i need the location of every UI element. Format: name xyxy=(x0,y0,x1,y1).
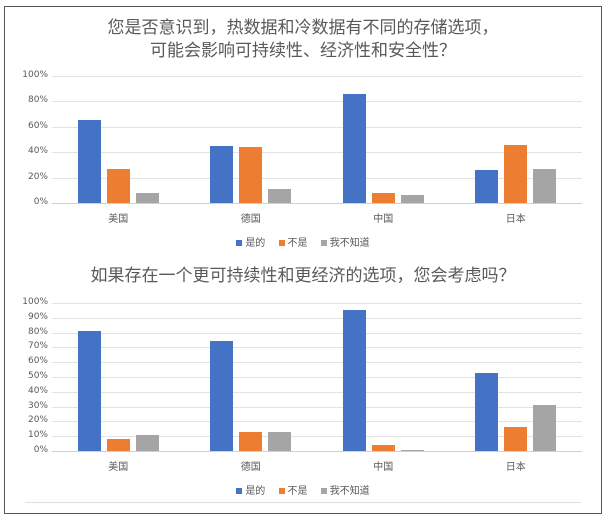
bar xyxy=(106,439,130,451)
y-tick-label: 100% xyxy=(22,297,48,307)
bar xyxy=(533,168,557,203)
y-tick-label: 70% xyxy=(27,341,48,352)
y-tick-label: 10% xyxy=(27,430,48,441)
legend-label: 是的 xyxy=(245,238,266,249)
x-category-label: 中国 xyxy=(373,462,394,473)
gridline xyxy=(52,101,582,103)
bar xyxy=(77,120,101,203)
y-tick-label: 90% xyxy=(27,311,48,322)
legend-label: 我不知道 xyxy=(329,486,370,497)
gridline xyxy=(52,303,582,304)
legend: 是的 不是 我不知道 xyxy=(5,482,601,497)
gridline xyxy=(52,406,582,408)
gridline xyxy=(52,76,582,77)
gridline xyxy=(52,152,582,154)
x-category-label: 日本 xyxy=(505,214,526,225)
y-tick-label: 50% xyxy=(27,371,48,381)
gridline xyxy=(52,203,582,204)
gridline xyxy=(52,436,582,438)
gridline xyxy=(52,177,582,179)
bar xyxy=(210,145,234,203)
x-category-label: 日本 xyxy=(505,462,526,473)
plot-area: 0% 20% 40% 60% 80% 100% 美国 德国 中国 日本 xyxy=(22,70,582,225)
chart-title: 如果存在一个更可持续性和更经济的选项，您会考虑吗？ xyxy=(5,265,601,288)
bottom-divider xyxy=(25,502,581,503)
x-category-label: 美国 xyxy=(108,214,129,225)
y-tick-label: 60% xyxy=(27,120,48,131)
gridline xyxy=(52,421,582,423)
bar xyxy=(371,445,395,451)
chart-title-line: 您是否意识到，热数据和冷数据有不同的存储选项， xyxy=(107,18,499,38)
legend-swatch-icon xyxy=(278,488,285,494)
bar xyxy=(268,431,292,451)
bar xyxy=(504,427,528,451)
gridline xyxy=(52,347,582,349)
bar xyxy=(210,341,234,451)
chart-consideration: 如果存在一个更可持续性和更经济的选项，您会考虑吗？ 0% 10% 20% 30% 40%… xyxy=(5,257,601,515)
legend-label: 我不知道 xyxy=(329,238,370,249)
legend-label: 不是 xyxy=(287,486,308,497)
bar xyxy=(239,431,263,451)
bar xyxy=(475,372,499,451)
x-category-label: 美国 xyxy=(108,462,129,473)
legend-item-dont-know: 我不知道 xyxy=(320,234,370,249)
x-category-label: 中国 xyxy=(373,214,394,225)
gridline xyxy=(52,332,582,334)
bar xyxy=(400,195,424,203)
x-category-label: 德国 xyxy=(240,214,261,225)
bar xyxy=(342,310,366,451)
bar xyxy=(135,434,159,451)
bar xyxy=(504,144,528,203)
plot-area: 0% 10% 20% 30% 40% 50% 60% 70% 80% 90% 100% 美国 德国 中国 日… xyxy=(22,297,582,473)
bar xyxy=(135,192,159,203)
y-tick-label: 20% xyxy=(27,171,48,182)
y-tick-label: 100% xyxy=(22,70,48,80)
legend-item-dont-know: 我不知道 xyxy=(320,482,370,497)
chart-title-line: 如果存在一个更可持续性和更经济的选项，您会考虑吗？ xyxy=(90,266,516,286)
x-category-label: 德国 xyxy=(240,462,261,473)
legend-swatch-icon xyxy=(236,488,243,494)
chart-title-line: 可能会影响可持续性、经济性和安全性？ xyxy=(150,41,456,61)
gridline xyxy=(52,362,582,364)
legend-item-no: 不是 xyxy=(278,482,308,497)
bar xyxy=(371,192,395,203)
bar xyxy=(533,405,557,451)
legend-item-yes: 是的 xyxy=(236,482,265,497)
y-tick-label: 20% xyxy=(27,415,48,426)
legend-label: 不是 xyxy=(287,238,308,249)
y-tick-label: 60% xyxy=(27,356,48,367)
y-tick-label: 80% xyxy=(27,95,48,106)
legend-swatch-icon xyxy=(278,240,285,246)
gridline xyxy=(52,451,582,452)
gridline xyxy=(52,377,582,378)
bar xyxy=(475,169,499,203)
figure-frame: 您是否意识到，热数据和冷数据有不同的存储选项， 可能会影响可持续性、经济性和安全… xyxy=(4,6,602,514)
legend-label: 是的 xyxy=(245,486,266,497)
y-tick-label: 0% xyxy=(33,197,48,207)
bar xyxy=(400,449,424,451)
legend: 是的 不是 我不知道 xyxy=(5,234,601,249)
gridline xyxy=(52,317,582,319)
y-tick-label: 40% xyxy=(27,146,48,157)
y-tick-label: 80% xyxy=(27,326,48,337)
legend-swatch-icon xyxy=(320,488,327,494)
gridline xyxy=(52,126,582,128)
legend-swatch-icon xyxy=(320,240,327,246)
chart-awareness: 您是否意识到，热数据和冷数据有不同的存储选项， 可能会影响可持续性、经济性和安全… xyxy=(5,7,601,257)
legend-swatch-icon xyxy=(236,240,243,246)
legend-item-no: 不是 xyxy=(278,234,308,249)
y-tick-label: 0% xyxy=(33,445,48,455)
gridline xyxy=(52,391,582,393)
bar xyxy=(342,93,366,203)
bar xyxy=(268,189,292,203)
y-tick-label: 40% xyxy=(27,385,48,396)
bar xyxy=(106,168,130,203)
legend-item-yes: 是的 xyxy=(236,234,265,249)
bar xyxy=(77,331,101,451)
bar xyxy=(239,147,263,203)
y-tick-label: 30% xyxy=(27,400,48,411)
chart-title: 您是否意识到，热数据和冷数据有不同的存储选项， 可能会影响可持续性、经济性和安全… xyxy=(5,17,601,63)
